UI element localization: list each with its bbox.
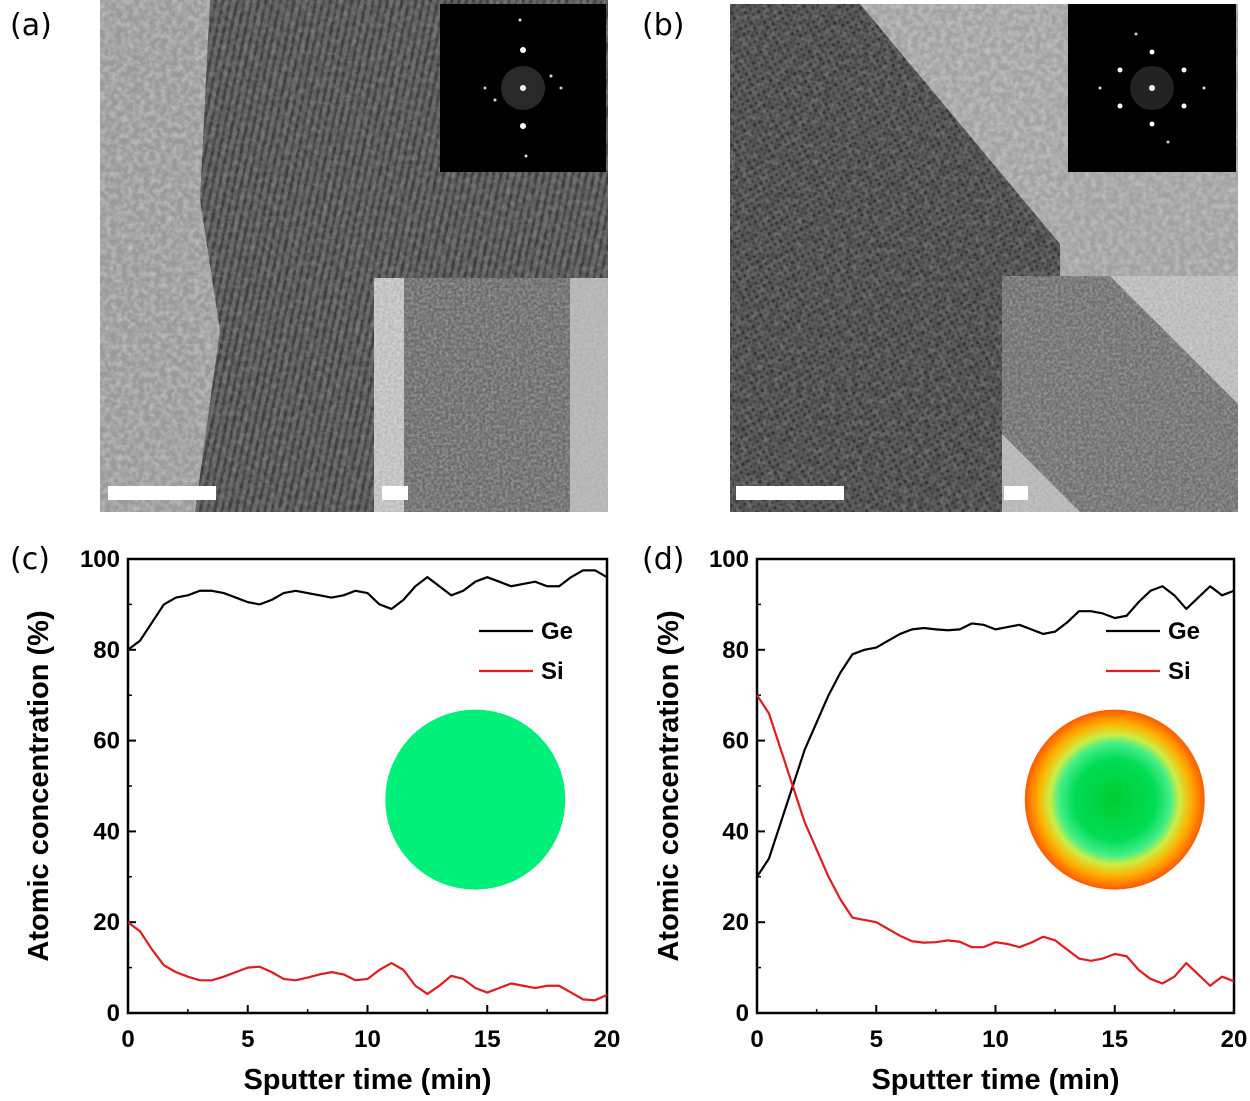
x-tick-label: 15: [474, 1026, 501, 1053]
legend-label-ge: Ge: [1168, 618, 1200, 645]
x-tick-label: 5: [870, 1026, 883, 1053]
series-line-ge: [128, 570, 607, 649]
x-axis-label: Sputter time (min): [243, 1064, 491, 1096]
core-shell-particle-inset: [1025, 710, 1205, 890]
y-tick-label: 100: [709, 546, 749, 573]
y-tick-label: 20: [722, 909, 749, 936]
y-tick-label: 80: [722, 637, 749, 664]
legend-label-si: Si: [541, 658, 564, 685]
legend-label-si: Si: [1168, 658, 1191, 685]
series-line-si: [128, 922, 607, 1000]
x-tick-label: 10: [354, 1026, 381, 1053]
y-tick-label: 60: [93, 728, 120, 755]
y-tick-label: 20: [93, 909, 120, 936]
x-tick-label: 0: [750, 1026, 763, 1053]
x-axis-label: Sputter time (min): [871, 1064, 1119, 1096]
x-tick-label: 10: [982, 1026, 1009, 1053]
y-tick-label: 40: [722, 818, 749, 845]
y-tick-label: 0: [107, 1000, 120, 1027]
y-tick-label: 80: [93, 637, 120, 664]
y-tick-label: 60: [722, 728, 749, 755]
x-tick-label: 20: [594, 1026, 621, 1053]
x-tick-label: 0: [121, 1026, 134, 1053]
y-tick-label: 40: [93, 818, 120, 845]
legend-label-ge: Ge: [541, 618, 573, 645]
y-axis-label: Atomic concentration (%): [653, 610, 685, 961]
y-tick-label: 100: [80, 546, 120, 573]
chart-c: 0 5 10 15 20 0 20 40 60 80 100 Sputter time (min) At…: [0, 0, 630, 1101]
uniform-particle-inset: [385, 710, 565, 890]
y-tick-label: 0: [736, 1000, 749, 1027]
x-tick-label: 5: [241, 1026, 254, 1053]
chart-d: 0 5 10 15 20 0 20 40 60 80 100 Sputter time (min) At…: [630, 0, 1250, 1101]
x-tick-label: 20: [1221, 1026, 1248, 1053]
y-axis-label: Atomic concentration (%): [23, 610, 55, 961]
x-tick-label: 15: [1101, 1026, 1128, 1053]
